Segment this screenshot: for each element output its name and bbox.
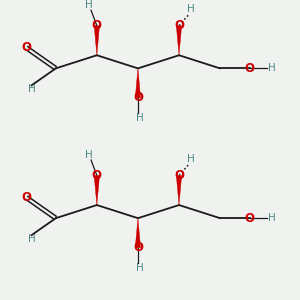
Polygon shape [94,176,100,205]
Text: H: H [136,113,144,123]
Text: O: O [174,19,184,32]
Text: O: O [21,191,31,204]
Text: O: O [244,212,255,225]
Text: O: O [244,62,255,75]
Text: H: H [85,150,93,160]
Text: O: O [92,19,102,32]
Text: H: H [28,234,35,244]
Text: H: H [136,263,144,273]
Text: O: O [133,92,143,104]
Text: O: O [174,169,184,182]
Text: O: O [133,241,143,254]
Text: H: H [268,63,276,74]
Polygon shape [135,218,141,248]
Text: H: H [268,213,276,223]
Polygon shape [94,26,100,55]
Text: O: O [92,169,102,182]
Text: H: H [28,84,35,94]
Text: H: H [187,4,194,14]
Text: H: H [187,154,194,164]
Text: O: O [21,41,31,54]
Polygon shape [135,68,141,98]
Polygon shape [176,26,182,55]
Text: H: H [85,0,93,11]
Polygon shape [176,176,182,205]
